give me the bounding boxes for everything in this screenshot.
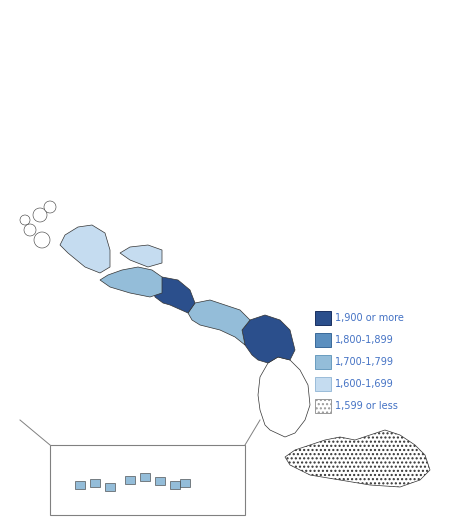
Polygon shape (285, 430, 430, 487)
Bar (90, 479, 100, 487)
Bar (180, 479, 190, 487)
Bar (315, 399, 331, 413)
Text: 1,700-1,799: 1,700-1,799 (335, 357, 394, 367)
Polygon shape (188, 300, 250, 345)
Polygon shape (100, 267, 162, 297)
Polygon shape (152, 277, 195, 313)
Bar (50, 445, 245, 515)
Polygon shape (120, 245, 162, 267)
Text: 1,599 or less: 1,599 or less (335, 401, 398, 411)
Bar (105, 483, 115, 491)
Circle shape (20, 215, 30, 225)
Polygon shape (60, 225, 110, 273)
Bar (315, 333, 331, 347)
Bar (140, 473, 150, 481)
Bar (155, 477, 165, 485)
Bar (125, 476, 135, 484)
Circle shape (44, 201, 56, 213)
Polygon shape (258, 357, 310, 437)
Circle shape (34, 232, 50, 248)
Bar (75, 481, 85, 489)
Bar (315, 355, 331, 369)
Circle shape (33, 208, 47, 222)
Polygon shape (242, 315, 295, 363)
Text: 1,600-1,699: 1,600-1,699 (335, 379, 394, 389)
Bar (315, 311, 331, 325)
Bar (170, 481, 180, 489)
Circle shape (24, 224, 36, 236)
Bar (315, 377, 331, 391)
Text: 1,800-1,899: 1,800-1,899 (335, 335, 394, 345)
Text: 1,900 or more: 1,900 or more (335, 313, 404, 323)
